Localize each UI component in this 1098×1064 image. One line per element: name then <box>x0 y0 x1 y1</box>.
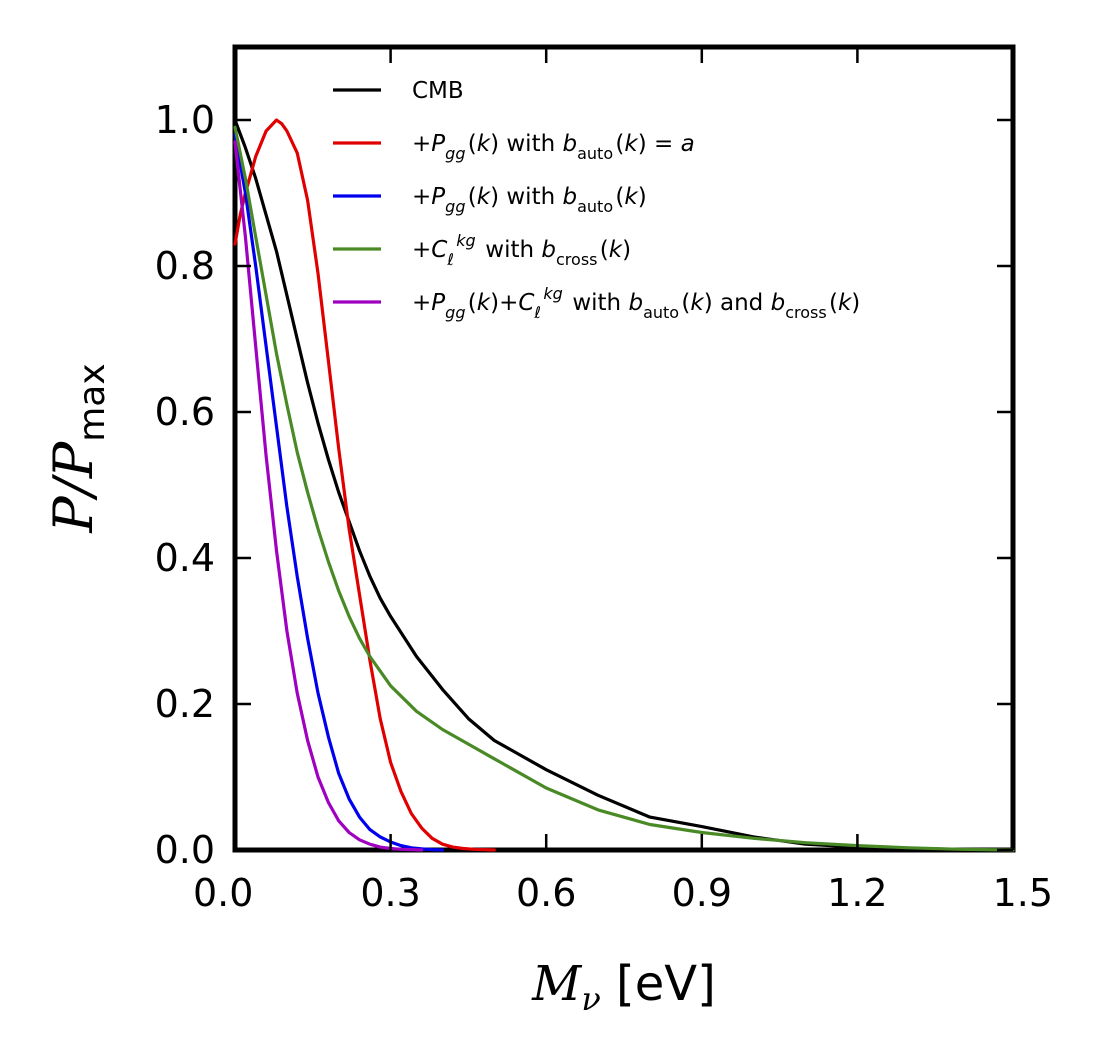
series-line-2 <box>233 133 445 852</box>
y-tick-label: 0.4 <box>155 536 215 580</box>
x-tick-label: 0.6 <box>516 871 576 915</box>
x-axis-label: Mν [eV] <box>531 956 716 1018</box>
x-tick-label: 0.3 <box>360 871 420 915</box>
y-tick-label: 0.8 <box>155 244 215 288</box>
axis-ticks: 0.0 0.3 0.6 0.9 1.2 1.5 0.0 0.2 0.4 0.6 0.8 1.0 <box>155 47 1053 915</box>
legend: CMB +Pgg (k) with bauto (k) = a +Pgg (k) w… <box>333 78 860 322</box>
legend-label-2: +Pgg (k) with bauto (k) <box>412 184 647 216</box>
x-tick-label: 0.9 <box>672 871 732 915</box>
x-tick-label: 1.2 <box>827 871 887 915</box>
legend-label-4: +Pgg (k)+Cℓ kg with bauto (k) and bcross… <box>412 284 860 322</box>
y-tick-label: 0.0 <box>155 828 215 872</box>
x-tick-label: 1.5 <box>993 871 1053 915</box>
legend-label-0: CMB <box>412 78 464 104</box>
x-tick-label: 0.0 <box>193 871 253 915</box>
legend-label-3: +Cℓ kg with bcross (k) <box>412 231 631 269</box>
y-axis-label: P/Pmax <box>42 363 113 533</box>
y-tick-label: 0.6 <box>155 390 215 434</box>
series-line-3 <box>233 125 1015 852</box>
legend-label-1: +Pgg (k) with bauto (k) = a <box>412 131 695 163</box>
y-tick-label: 0.2 <box>155 682 215 726</box>
series-lines <box>233 118 1015 852</box>
series-line-1 <box>233 118 496 852</box>
y-tick-label: 1.0 <box>155 98 215 142</box>
series-line-0 <box>233 118 1015 852</box>
series-line-4 <box>233 140 424 852</box>
plot-frame <box>232 44 1016 853</box>
